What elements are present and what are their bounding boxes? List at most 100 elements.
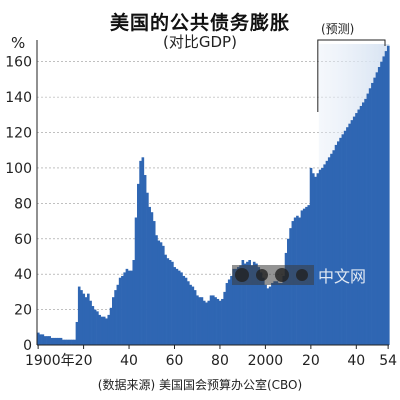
bar (364, 98, 367, 345)
forecast-bracket-layer (317, 39, 386, 112)
bar (243, 263, 247, 345)
bar (189, 284, 192, 345)
bar (334, 144, 338, 345)
bar (77, 286, 81, 345)
bar (50, 337, 54, 345)
bar (146, 192, 149, 345)
bar (39, 334, 42, 345)
bar (325, 160, 329, 345)
bar (84, 297, 88, 345)
bar (66, 339, 70, 345)
bar (250, 265, 254, 345)
bar (118, 277, 122, 345)
bar (332, 150, 336, 345)
bar (137, 183, 140, 345)
bar (59, 337, 63, 345)
bar (80, 290, 83, 345)
bar (273, 281, 276, 345)
bar (73, 339, 76, 345)
bar (382, 56, 386, 346)
forecast-bracket (317, 39, 386, 112)
bar (350, 120, 354, 346)
bar (121, 275, 124, 345)
bar (64, 339, 67, 345)
bar (202, 300, 206, 345)
y-tick-label: 120 (5, 126, 32, 142)
bar (275, 281, 279, 345)
bar (287, 238, 290, 345)
bar (132, 260, 136, 345)
bar (312, 173, 315, 345)
x-tick-label: 80 (211, 353, 229, 369)
bar (234, 268, 238, 345)
bar (346, 127, 349, 345)
bar (282, 275, 286, 345)
bar (48, 336, 51, 345)
bar (387, 45, 390, 345)
bar (289, 228, 292, 345)
bar (355, 113, 358, 345)
y-tick-label: 160 (5, 55, 32, 71)
bar (98, 314, 101, 345)
bar (55, 337, 58, 345)
chart-subtitle: (对比GDP) (163, 33, 237, 51)
y-tick-label: 60 (14, 232, 32, 248)
bar (277, 283, 281, 345)
bar (89, 300, 92, 345)
bar (232, 268, 236, 345)
x-tick-label: 1900年 (25, 353, 75, 369)
bar (257, 267, 261, 345)
bar (159, 242, 163, 345)
bar (214, 297, 217, 345)
y-tick-label: 100 (5, 161, 32, 177)
watermark-text: 中文网 (318, 267, 367, 286)
bar (187, 281, 190, 345)
bar (362, 102, 365, 345)
y-tick-label: 20 (14, 303, 32, 319)
bar (93, 309, 97, 345)
bar (280, 283, 283, 345)
bar (366, 93, 370, 345)
bar (264, 284, 267, 345)
x-tick-label: 20 (302, 353, 320, 369)
bar (327, 157, 331, 345)
bar (352, 116, 356, 345)
bar (168, 260, 172, 345)
bar (227, 279, 231, 345)
bar (323, 164, 326, 345)
bar (248, 260, 251, 345)
bar (339, 137, 342, 345)
y-tick-label: 140 (5, 90, 32, 106)
bar (46, 336, 49, 345)
bar (239, 265, 242, 345)
watermark-logo-icon (232, 265, 314, 285)
bar (205, 302, 208, 345)
bar (209, 295, 213, 345)
bar (341, 134, 345, 345)
bar (196, 295, 199, 345)
bar (380, 61, 383, 346)
bar (102, 316, 106, 345)
bar (112, 297, 115, 345)
bar (43, 336, 47, 345)
bars-layer (37, 45, 390, 346)
bar (337, 141, 340, 345)
bar (62, 339, 65, 345)
bar (259, 272, 263, 345)
bar (237, 267, 240, 345)
y-tick-label: 0 (23, 338, 32, 354)
bar (184, 277, 188, 345)
bar (225, 283, 229, 345)
bar (164, 254, 167, 345)
bar (116, 284, 120, 345)
bar (125, 268, 129, 345)
bar (221, 298, 224, 345)
bar (359, 105, 363, 346)
y-axis-unit-label: % (11, 34, 26, 52)
bar (107, 314, 111, 345)
bar (384, 51, 388, 346)
bar (141, 157, 145, 345)
source-note: (数据来源) 美国国会预算办公室(CBO) (97, 378, 303, 392)
bar (241, 260, 245, 345)
